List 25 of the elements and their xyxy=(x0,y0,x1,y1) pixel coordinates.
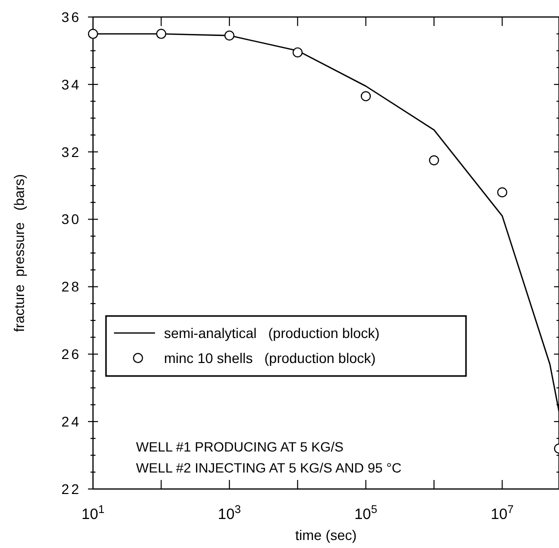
annotation: WELL #1 PRODUCING AT 5 KG/S xyxy=(136,440,344,455)
x-tick-label: 10$^{3}$ xyxy=(218,504,241,523)
y-tick-label: 24 xyxy=(61,413,81,430)
x-axis-title: time (sec) xyxy=(295,527,357,543)
y-tick-label: 34 xyxy=(61,76,81,92)
legend-label: semi-analytical (production block) xyxy=(164,324,380,341)
point xyxy=(428,155,440,166)
y-tick-label: 26 xyxy=(61,346,81,362)
x-tick-label: 10$^{7}$ xyxy=(490,504,514,523)
x-tick-label: 10$^{5}$ xyxy=(354,504,378,523)
point xyxy=(292,47,303,58)
annotation: WELL #2 INJECTING AT 5 KG/S AND 95 °C xyxy=(136,460,402,476)
point xyxy=(88,28,98,39)
y-tick-label: 30 xyxy=(61,211,81,228)
x-tick-label: 10$^{1}$ xyxy=(82,504,104,523)
y-tick-label: 22 xyxy=(61,480,81,497)
y-tick-label: 36 xyxy=(61,8,81,25)
y-tick-label: 28 xyxy=(61,278,81,295)
y-axis-title: fracture pressure (bars) xyxy=(11,174,27,332)
y-tick-label: 32 xyxy=(61,144,81,160)
point xyxy=(360,91,371,102)
point xyxy=(497,187,508,198)
point xyxy=(156,28,166,39)
legend-label: minc 10 shells (production block) xyxy=(164,350,376,366)
point xyxy=(224,30,234,41)
